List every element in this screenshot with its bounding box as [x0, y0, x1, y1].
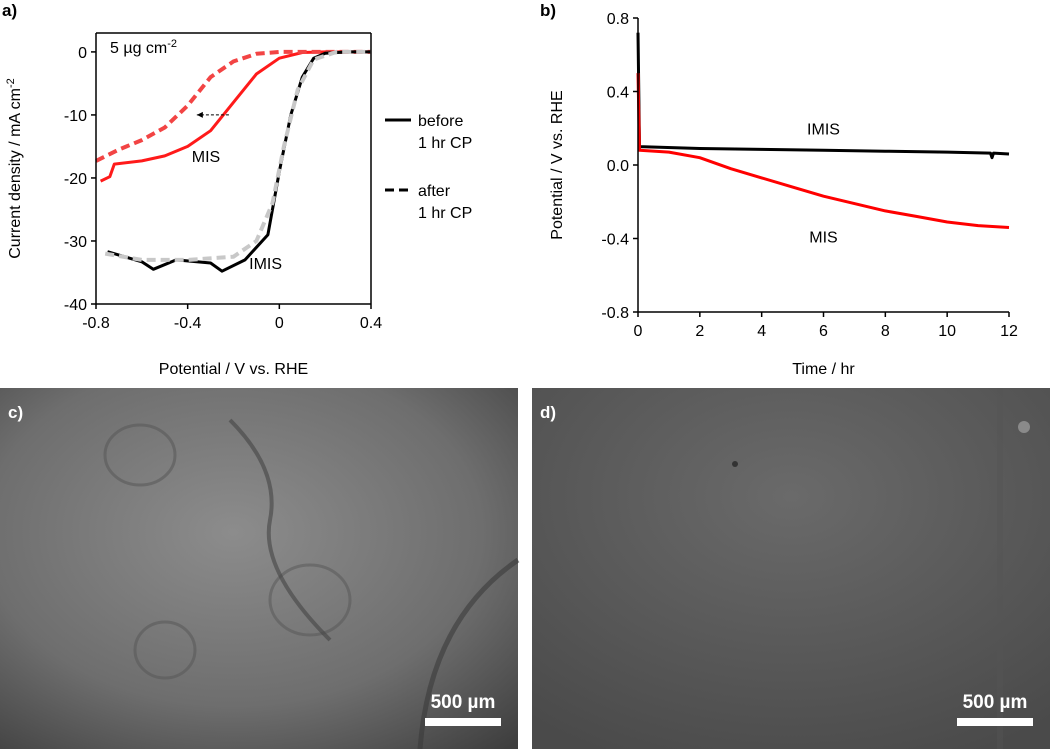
x-tick-label: -0.8: [82, 315, 110, 332]
y-tick-label: -40: [64, 297, 87, 314]
y-tick-label: 0.4: [607, 85, 629, 102]
panel-label: a): [2, 1, 17, 20]
x-tick-label: 0: [275, 315, 284, 332]
x-axis-label-main: Time / hr: [792, 361, 855, 378]
scale-bar: [425, 718, 501, 726]
y-axis-label-sup: -2: [5, 78, 17, 88]
y-axis-label-main: Current density / mA cm: [7, 88, 24, 259]
x-tick-label: 6: [819, 323, 828, 340]
data-line: [636, 32, 1010, 160]
loading-label-main: 5 µg cm: [110, 40, 167, 57]
scale-bar-label: 500 µm: [431, 692, 496, 713]
panel-label: b): [540, 1, 556, 20]
y-axis-label-main: Potential / V vs. RHE: [549, 90, 566, 239]
y-tick-label: -10: [64, 108, 87, 125]
annotation: IMIS: [807, 121, 840, 138]
loading-label: 5 µg cm-2: [110, 38, 177, 57]
annotation: MIS: [809, 230, 837, 247]
x-tick-label: 8: [881, 323, 890, 340]
y-axis-label: Potential / V vs. RHE: [549, 90, 566, 239]
scale-bar: [957, 718, 1033, 726]
x-axis-label: Potential / V vs. RHE: [159, 361, 308, 378]
data-line: [99, 50, 371, 183]
x-tick-label: 12: [1000, 323, 1018, 340]
x-tick-label: -0.4: [174, 315, 202, 332]
y-tick-label: -0.8: [601, 305, 629, 322]
x-tick-label: 0: [634, 323, 643, 340]
legend-label: 1 hr CP: [418, 205, 472, 222]
micrograph-c: [0, 388, 520, 749]
panel-label: c): [8, 403, 23, 422]
data-line: [636, 73, 1010, 229]
x-axis-label-main: Potential / V vs. RHE: [159, 361, 308, 378]
x-tick-label: 2: [695, 323, 704, 340]
y-tick-label: 0.8: [607, 11, 629, 28]
data-line: [104, 49, 371, 262]
data-line: [107, 50, 371, 273]
y-tick-label: -20: [64, 171, 87, 188]
annotation: MIS: [192, 149, 220, 166]
annotation: IMIS: [249, 256, 282, 273]
shift-arrowhead: [196, 111, 203, 118]
x-tick-label: 10: [938, 323, 956, 340]
y-tick-label: -30: [64, 234, 87, 251]
y-tick-label: 0: [78, 45, 87, 62]
x-tick-label: 4: [757, 323, 766, 340]
legend-label: before: [418, 113, 463, 130]
legend-label: after: [418, 183, 451, 200]
legend-label: 1 hr CP: [418, 135, 472, 152]
panel-label: d): [540, 403, 556, 422]
y-tick-label: -0.4: [601, 232, 629, 249]
x-axis-label: Time / hr: [792, 361, 855, 378]
micrograph-d: [532, 388, 1050, 749]
y-axis-label: Current density / mA cm-2: [5, 78, 24, 259]
scale-bar-label: 500 µm: [963, 692, 1028, 713]
x-tick-label: 0.4: [360, 315, 382, 332]
y-tick-label: 0.0: [607, 158, 629, 175]
data-line: [95, 49, 371, 163]
loading-label-sup: -2: [167, 38, 177, 50]
